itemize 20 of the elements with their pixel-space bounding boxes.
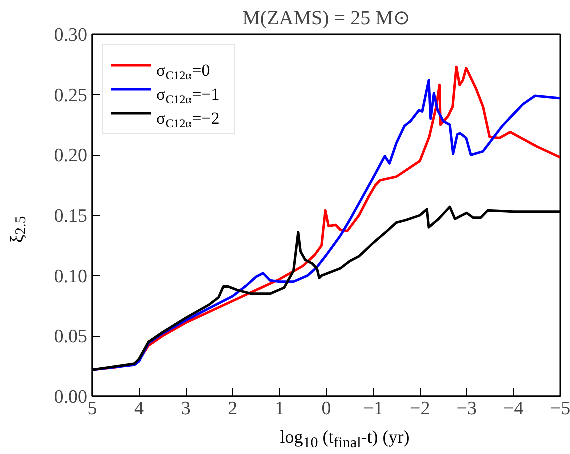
y-tick-label: 0.00 bbox=[54, 387, 88, 408]
y-tick-label: 0.30 bbox=[54, 25, 88, 46]
x-tick-label: 3 bbox=[181, 398, 191, 420]
x-axis-title: log$_{10}$ (t$_{final}$-t) (yr) bbox=[280, 426, 410, 454]
x-tick-label: 1 bbox=[274, 398, 284, 420]
x-tick-label: 2 bbox=[228, 398, 238, 420]
x-tick-label: 4 bbox=[134, 398, 145, 420]
x-tick-label: −2 bbox=[410, 398, 430, 420]
chart-title: M(ZAMS) = 25 M⊙ bbox=[242, 8, 410, 30]
x-tick-label: −3 bbox=[456, 398, 478, 420]
x-tick-label: −4 bbox=[504, 398, 524, 420]
x-tick-label: −1 bbox=[363, 398, 384, 420]
y-tick-label: 0.25 bbox=[54, 85, 88, 106]
x-tick-label: −5 bbox=[550, 398, 570, 420]
y-tick-label: 0.10 bbox=[54, 266, 88, 288]
y-tick-label: 0.15 bbox=[54, 206, 88, 227]
x-tick-label: 5 bbox=[88, 398, 98, 420]
y-tick-label: 0.05 bbox=[54, 326, 88, 348]
x-tick-label: 0 bbox=[322, 398, 332, 420]
y-tick-label: 0.20 bbox=[54, 146, 88, 167]
